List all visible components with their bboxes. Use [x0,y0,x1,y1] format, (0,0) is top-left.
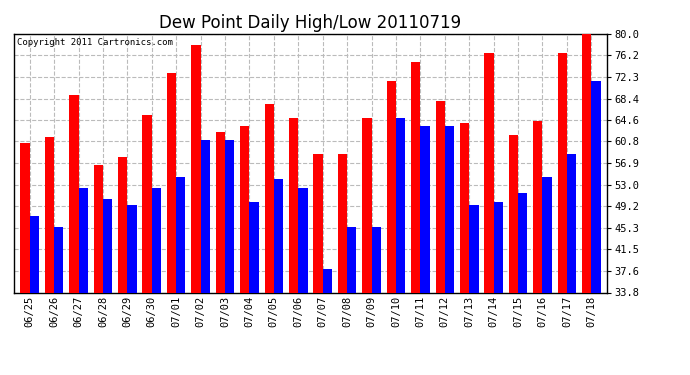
Bar [460,123,469,375]
Bar [94,165,103,375]
Bar [435,101,445,375]
Bar [347,227,357,375]
Bar [240,126,250,375]
Bar [469,205,478,375]
Bar [558,53,567,375]
Bar [484,53,493,375]
Text: Copyright 2011 Cartronics.com: Copyright 2011 Cartronics.com [17,38,172,46]
Bar [118,157,128,375]
Bar [420,126,430,375]
Bar [21,143,30,375]
Bar [386,81,396,375]
Bar [225,140,235,375]
Bar [298,188,308,375]
Bar [250,202,259,375]
Bar [128,205,137,375]
Bar [264,104,274,375]
Bar [567,154,576,375]
Bar [493,202,503,375]
Bar [201,140,210,375]
Bar [542,177,552,375]
Bar [103,199,112,375]
Bar [152,188,161,375]
Bar [371,227,381,375]
Bar [362,118,371,375]
Bar [176,177,186,375]
Bar [411,62,420,375]
Bar [45,137,54,375]
Bar [396,118,405,375]
Bar [591,81,600,375]
Bar [69,95,79,375]
Bar [445,126,454,375]
Bar [338,154,347,375]
Bar [79,188,88,375]
Bar [216,132,225,375]
Bar [30,216,39,375]
Bar [582,34,591,375]
Bar [274,179,283,375]
Bar [54,227,63,375]
Bar [313,154,323,375]
Bar [143,115,152,375]
Bar [191,45,201,375]
Bar [323,269,332,375]
Bar [533,120,542,375]
Bar [509,135,518,375]
Bar [289,118,298,375]
Bar [167,73,176,375]
Title: Dew Point Daily High/Low 20110719: Dew Point Daily High/Low 20110719 [159,14,462,32]
Bar [518,194,527,375]
